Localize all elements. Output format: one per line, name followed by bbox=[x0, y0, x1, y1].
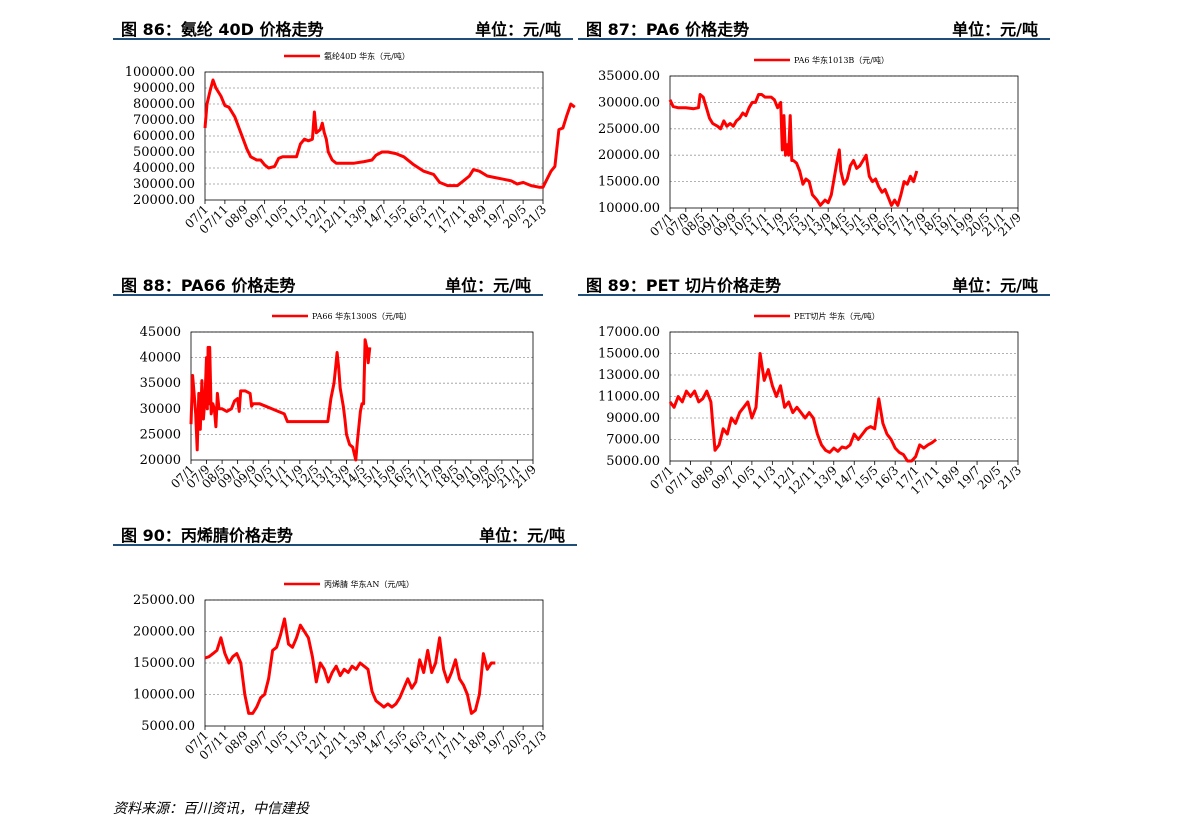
chart-unit: 单位：元/吨 bbox=[445, 276, 531, 295]
chart-unit: 单位：元/吨 bbox=[952, 276, 1038, 295]
y-tick-label: 35000.00 bbox=[598, 69, 660, 84]
y-tick-label: 40000.00 bbox=[133, 161, 195, 176]
y-tick-label: 20000 bbox=[140, 453, 181, 468]
y-tick-label: 90000.00 bbox=[133, 81, 195, 96]
y-tick-label: 5000.00 bbox=[606, 454, 660, 469]
chart-title: 图 87：PA6 价格走势 bbox=[586, 20, 750, 39]
y-tick-label: 15000.00 bbox=[598, 175, 660, 190]
line-chart: 35000.00 30000.00 25000.00 20000.00 15000.00… bbox=[598, 55, 1024, 239]
y-tick-label: 70000.00 bbox=[133, 113, 195, 128]
chart-panel-86: 图 86：氨纶 40D 价格走势 单位：元/吨 100000.00 90000.0… bbox=[113, 12, 576, 262]
plot-area bbox=[204, 71, 544, 201]
y-tick-label: 25000.00 bbox=[133, 593, 195, 608]
line-chart: 25000.0020000.0015000.0010000.005000.000… bbox=[133, 579, 549, 763]
chart-header: 图 86：氨纶 40D 价格走势 单位：元/吨 bbox=[113, 12, 573, 40]
y-tick-label: 20000.00 bbox=[133, 193, 195, 208]
y-tick-label: 13000.00 bbox=[598, 368, 660, 383]
series-line bbox=[203, 78, 576, 189]
chart-title: 图 90：丙烯腈价格走势 bbox=[121, 526, 293, 545]
y-tick-label: 80000.00 bbox=[133, 97, 195, 112]
plot-area bbox=[669, 331, 1019, 462]
plot-area bbox=[190, 331, 534, 461]
y-tick-label: 7000.00 bbox=[606, 433, 660, 448]
series-line bbox=[204, 617, 496, 715]
series-line bbox=[668, 93, 919, 207]
y-tick-label: 10000.00 bbox=[598, 201, 660, 216]
y-tick-label: 30000 bbox=[140, 402, 181, 417]
chart-panel-88: 图 88：PA66 价格走势 单位：元/吨 45000 40000 35000 300… bbox=[113, 268, 543, 508]
chart-panel-87: 图 87：PA6 价格走势 单位：元/吨 35000.00 30000.00 250… bbox=[578, 12, 1050, 262]
line-chart: 100000.0090000.0080000.0070000.0060000.0… bbox=[125, 51, 576, 237]
series-line bbox=[189, 338, 372, 462]
y-tick-label: 20000.00 bbox=[133, 625, 195, 640]
y-tick-label: 45000 bbox=[140, 325, 181, 340]
x-tick-label: 21/3 bbox=[995, 463, 1024, 492]
plot-area bbox=[204, 599, 544, 727]
y-tick-label: 60000.00 bbox=[133, 129, 195, 144]
chart-title: 图 88：PA66 价格走势 bbox=[121, 276, 296, 295]
legend-label: PA66 华东1300S（元/吨） bbox=[312, 311, 412, 321]
legend-label: PET切片 华东（元/吨） bbox=[794, 311, 880, 321]
y-tick-label: 50000.00 bbox=[133, 145, 195, 160]
y-tick-label: 30000.00 bbox=[598, 95, 660, 110]
y-tick-label: 40000 bbox=[140, 351, 181, 366]
y-tick-label: 30000.00 bbox=[133, 177, 195, 192]
y-tick-label: 100000.00 bbox=[125, 65, 195, 80]
y-tick-label: 15000.00 bbox=[133, 656, 195, 671]
y-tick-label: 35000 bbox=[140, 376, 181, 391]
chart-header: 图 87：PA6 价格走势 单位：元/吨 bbox=[578, 12, 1050, 40]
x-tick-label: 21/3 bbox=[520, 728, 549, 757]
source-note: 资料来源：百川资讯，中信建投 bbox=[113, 801, 309, 817]
chart-unit: 单位：元/吨 bbox=[479, 526, 565, 545]
chart-title: 图 89：PET 切片价格走势 bbox=[586, 276, 781, 295]
y-tick-label: 9000.00 bbox=[606, 411, 660, 426]
y-tick-label: 17000.00 bbox=[598, 325, 660, 340]
chart-header: 图 90：丙烯腈价格走势 单位：元/吨 bbox=[113, 518, 577, 546]
plot-area bbox=[669, 75, 1019, 209]
chart-panel-90: 图 90：丙烯腈价格走势 单位：元/吨 25000.00 20000.00 1500… bbox=[113, 518, 577, 788]
y-tick-label: 25000.00 bbox=[598, 122, 660, 137]
chart-header: 图 88：PA66 价格走势 单位：元/吨 bbox=[113, 268, 543, 296]
y-tick-label: 20000.00 bbox=[598, 148, 660, 163]
line-chart: 45000400003500030000250002000007/107/908… bbox=[140, 311, 539, 491]
y-tick-label: 10000.00 bbox=[133, 688, 195, 703]
y-tick-label: 25000 bbox=[140, 427, 181, 442]
x-tick-label: 21/3 bbox=[520, 202, 549, 231]
chart-unit: 单位：元/吨 bbox=[475, 20, 561, 39]
chart-title: 图 86：氨纶 40D 价格走势 bbox=[121, 20, 324, 39]
chart-panel-89: 图 89：PET 切片价格走势 单位：元/吨 17000.00 15000.00 1… bbox=[578, 268, 1050, 508]
y-tick-label: 11000.00 bbox=[598, 390, 660, 405]
y-tick-label: 5000.00 bbox=[141, 719, 195, 734]
series-line bbox=[668, 352, 938, 463]
legend-label: 氨纶40D 华东（元/吨） bbox=[324, 51, 410, 61]
legend-label: PA6 华东1013B（元/吨） bbox=[794, 55, 889, 65]
chart-unit: 单位：元/吨 bbox=[952, 20, 1038, 39]
line-chart: 17000.00 15000.00 13000.00 11000.00 9000.00 7… bbox=[598, 311, 1024, 498]
y-tick-label: 15000.00 bbox=[598, 347, 660, 362]
legend-label: 丙烯腈 华东AN（元/吨） bbox=[324, 579, 414, 589]
chart-header: 图 89：PET 切片价格走势 单位：元/吨 bbox=[578, 268, 1050, 296]
